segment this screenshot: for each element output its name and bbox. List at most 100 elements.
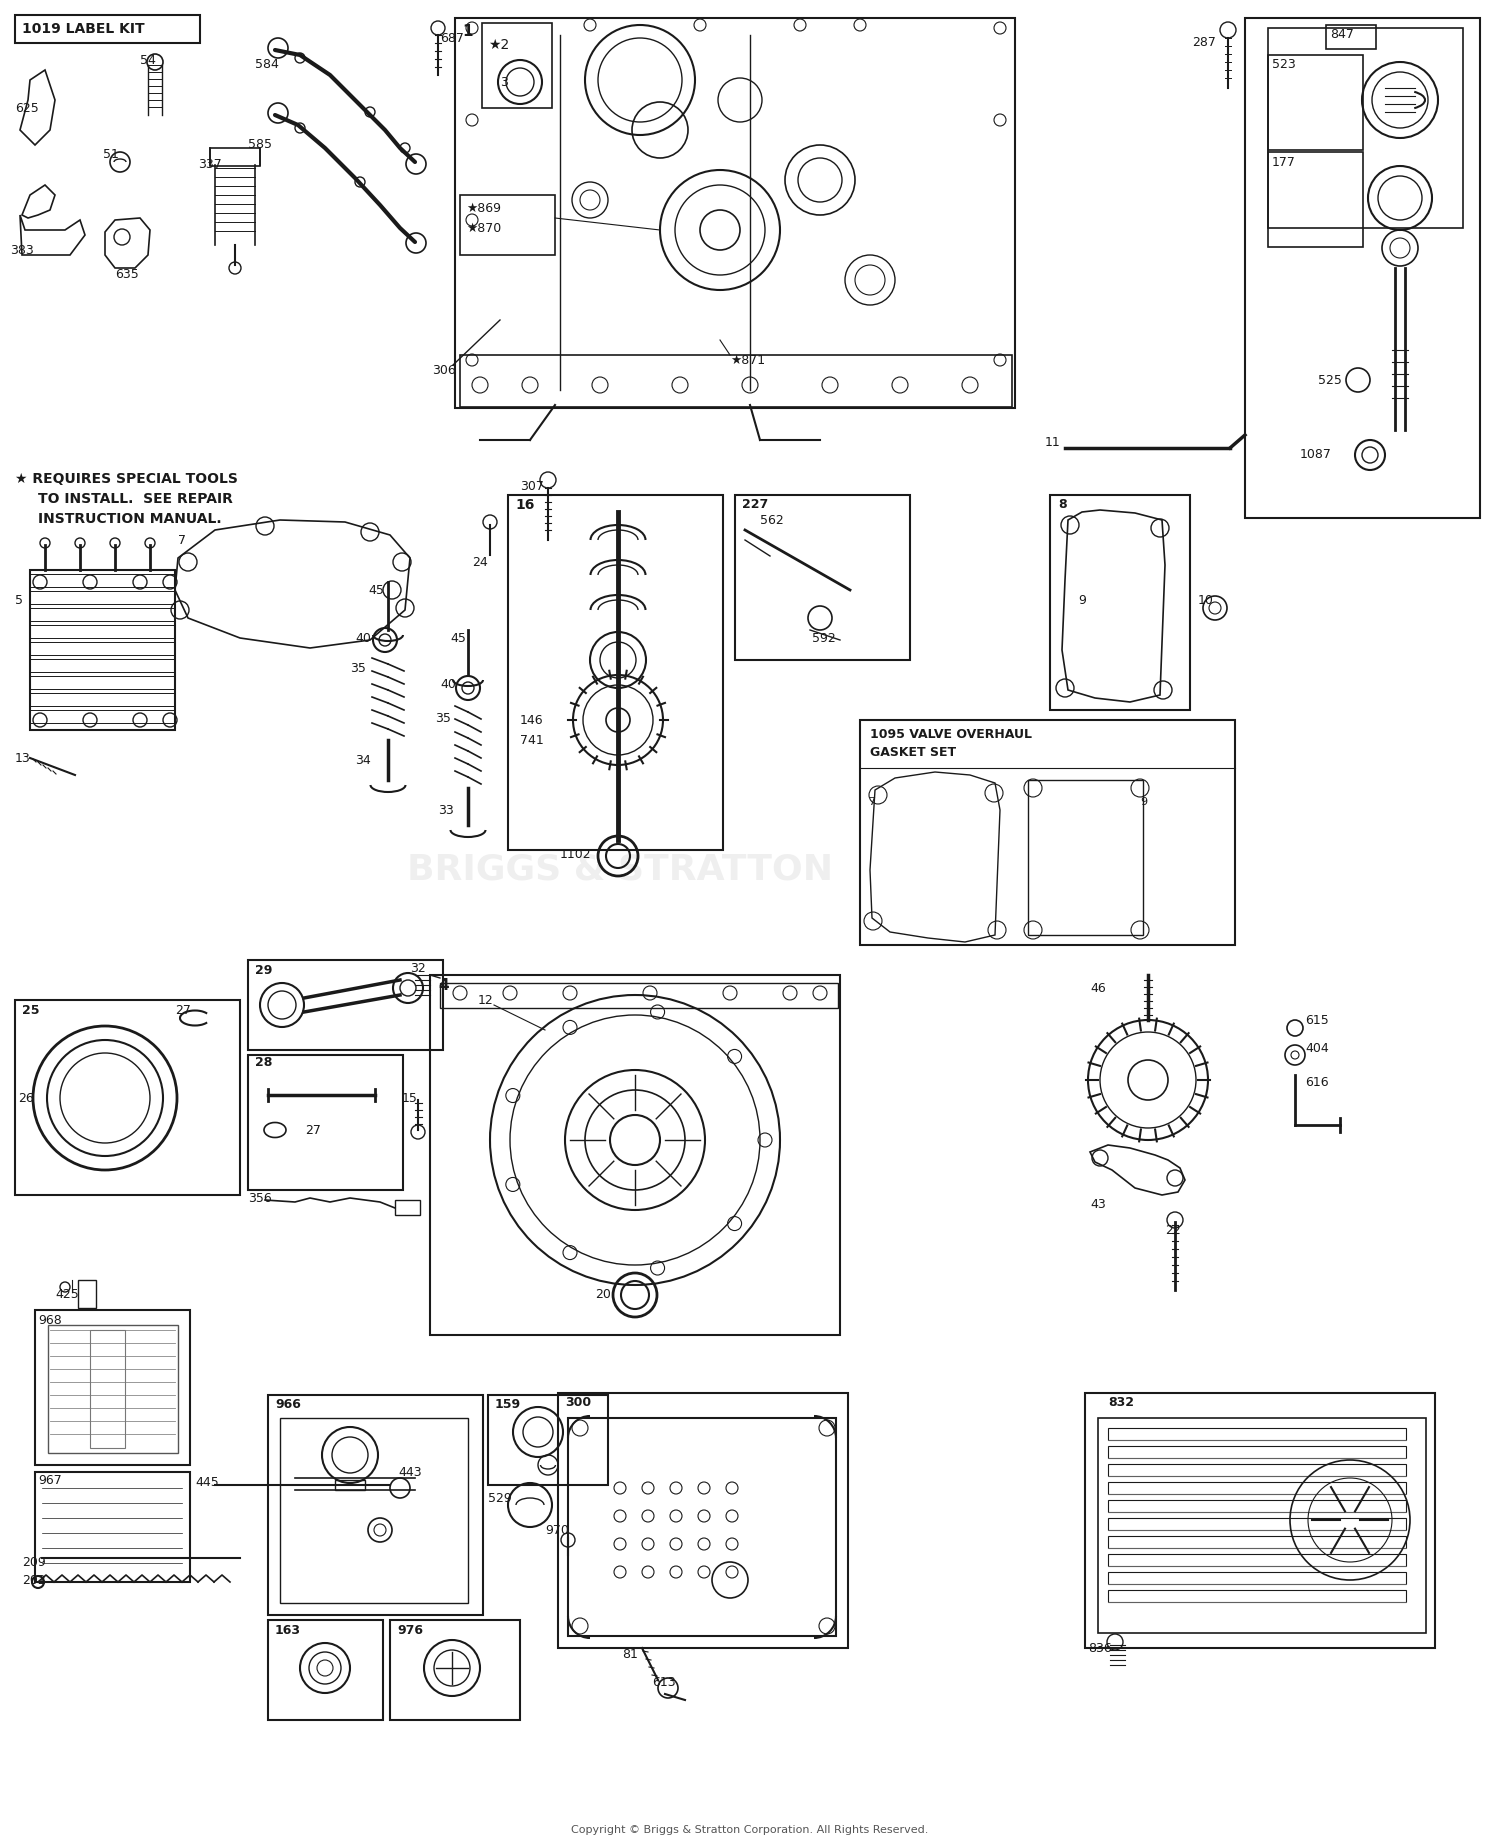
Bar xyxy=(454,18,1016,408)
Bar xyxy=(90,1329,124,1447)
Text: 15: 15 xyxy=(402,1091,418,1104)
Text: 847: 847 xyxy=(1330,28,1354,41)
Text: 836: 836 xyxy=(1088,1641,1112,1654)
Bar xyxy=(210,148,260,166)
Bar xyxy=(394,1200,420,1215)
Bar xyxy=(558,1394,848,1648)
Bar xyxy=(1028,781,1143,936)
Bar xyxy=(30,659,176,672)
Bar xyxy=(30,591,176,604)
Bar xyxy=(30,692,176,705)
Text: 306: 306 xyxy=(432,364,456,377)
Bar xyxy=(30,676,176,689)
Text: 27: 27 xyxy=(176,1004,190,1017)
Text: 3: 3 xyxy=(500,76,508,89)
Text: 202: 202 xyxy=(22,1573,45,1586)
Text: ★2: ★2 xyxy=(488,39,508,52)
Bar xyxy=(1108,1445,1406,1458)
Bar xyxy=(15,1001,240,1194)
Text: 525: 525 xyxy=(1318,373,1342,386)
Bar xyxy=(1326,26,1376,50)
Text: TO INSTALL.  SEE REPAIR: TO INSTALL. SEE REPAIR xyxy=(38,493,232,506)
Bar xyxy=(78,1279,96,1309)
Bar xyxy=(1108,1429,1406,1440)
Text: 615: 615 xyxy=(1305,1013,1329,1026)
Text: 970: 970 xyxy=(544,1523,568,1536)
Text: 209: 209 xyxy=(22,1556,45,1569)
Text: 613: 613 xyxy=(652,1676,675,1689)
Text: 163: 163 xyxy=(274,1623,302,1637)
Bar xyxy=(34,1471,190,1582)
Text: 35: 35 xyxy=(435,711,451,724)
Bar xyxy=(248,1056,404,1191)
Bar xyxy=(248,960,442,1050)
Bar xyxy=(568,1418,836,1636)
Text: 40: 40 xyxy=(356,631,370,644)
Text: 20: 20 xyxy=(596,1289,610,1301)
Bar xyxy=(1108,1536,1406,1549)
Text: 146: 146 xyxy=(520,714,543,727)
Bar xyxy=(460,196,555,255)
Bar xyxy=(1108,1501,1406,1512)
Text: 12: 12 xyxy=(478,993,494,1006)
Text: 16: 16 xyxy=(514,498,534,511)
Text: 966: 966 xyxy=(274,1399,302,1412)
Text: 45: 45 xyxy=(450,631,466,644)
Bar xyxy=(30,574,176,587)
Bar xyxy=(1268,151,1364,247)
Bar xyxy=(1108,1554,1406,1565)
Text: ★869: ★869 xyxy=(466,201,501,214)
Text: 35: 35 xyxy=(350,661,366,674)
Text: BRIGGS & STRATTON: BRIGGS & STRATTON xyxy=(406,853,832,886)
Bar xyxy=(440,984,839,1008)
Text: 7: 7 xyxy=(178,533,186,546)
Text: 562: 562 xyxy=(760,513,783,526)
Text: 445: 445 xyxy=(195,1475,219,1488)
Bar xyxy=(1108,1573,1406,1584)
Bar xyxy=(482,22,552,109)
Text: 300: 300 xyxy=(566,1397,591,1410)
Text: 832: 832 xyxy=(1108,1397,1134,1410)
Bar xyxy=(1084,1394,1436,1648)
Bar xyxy=(1108,1589,1406,1602)
Bar xyxy=(1098,1418,1426,1634)
Text: 227: 227 xyxy=(742,498,768,511)
Text: 1102: 1102 xyxy=(560,849,591,862)
Text: GASKET SET: GASKET SET xyxy=(870,746,956,759)
Text: 404: 404 xyxy=(1305,1041,1329,1054)
Bar xyxy=(30,607,176,620)
Text: 967: 967 xyxy=(38,1473,62,1486)
Bar xyxy=(1245,18,1480,519)
Text: 5: 5 xyxy=(15,594,22,607)
Text: 287: 287 xyxy=(1192,35,1216,48)
Text: 523: 523 xyxy=(1272,59,1296,72)
Text: ★ REQUIRES SPECIAL TOOLS: ★ REQUIRES SPECIAL TOOLS xyxy=(15,473,238,485)
Text: 625: 625 xyxy=(15,102,39,114)
Text: 26: 26 xyxy=(18,1091,33,1104)
Text: 687: 687 xyxy=(440,31,464,44)
Text: 29: 29 xyxy=(255,964,273,977)
Bar xyxy=(460,354,1013,406)
Text: 976: 976 xyxy=(398,1623,423,1637)
Text: 46: 46 xyxy=(1090,982,1106,995)
Text: Copyright © Briggs & Stratton Corporation. All Rights Reserved.: Copyright © Briggs & Stratton Corporatio… xyxy=(572,1826,928,1835)
Text: 11: 11 xyxy=(1046,436,1060,449)
Text: ★871: ★871 xyxy=(730,353,765,367)
Text: 9: 9 xyxy=(1078,594,1086,607)
Bar xyxy=(390,1621,520,1720)
Text: 54: 54 xyxy=(140,54,156,66)
Text: 33: 33 xyxy=(438,803,453,816)
Text: 356: 356 xyxy=(248,1191,272,1204)
Bar xyxy=(334,1480,364,1490)
Text: 13: 13 xyxy=(15,751,30,764)
Bar xyxy=(48,1325,178,1453)
Bar xyxy=(1268,55,1364,150)
Text: 43: 43 xyxy=(1090,1198,1106,1211)
Bar xyxy=(30,570,176,729)
Bar xyxy=(488,1396,608,1484)
Text: 4: 4 xyxy=(438,978,448,993)
Text: 27: 27 xyxy=(304,1124,321,1137)
Text: 40: 40 xyxy=(440,679,456,692)
Text: 159: 159 xyxy=(495,1399,520,1412)
Text: 7: 7 xyxy=(868,797,874,807)
